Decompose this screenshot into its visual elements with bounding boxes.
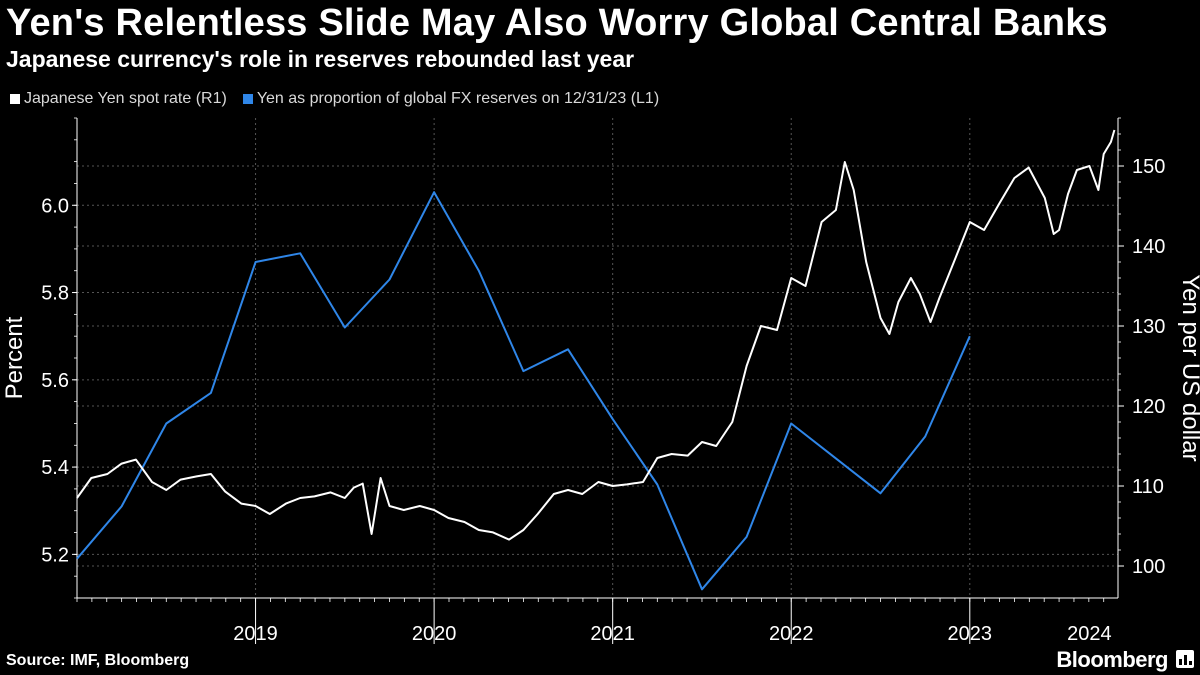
x-tick-label-2021: 2021 (590, 623, 635, 645)
right-axis-title: Yen per US dollar (1177, 274, 1200, 461)
legend-swatch-spot-rate (10, 94, 20, 104)
legend-item-spot-rate: Japanese Yen spot rate (R1) (10, 90, 227, 108)
chart-grid (77, 118, 1118, 598)
legend-swatch-reserves (242, 94, 253, 104)
legend-item-reserves: Yen as proportion of global FX reserves … (242, 90, 660, 108)
chart-lines (76, 129, 1116, 591)
right-tick-label: 130 (1132, 316, 1165, 338)
legend-label-reserves: Yen as proportion of global FX reserves … (256, 90, 660, 107)
source-note: Source: IMF, Bloomberg (6, 652, 190, 669)
left-axis-title: Percent (1, 316, 28, 399)
chart-legend: Japanese Yen spot rate (R1) Yen as propo… (10, 90, 659, 108)
chart-axes (72, 117, 1124, 644)
legend-label-spot-rate: Japanese Yen spot rate (R1) (24, 90, 227, 107)
right-tick-label: 120 (1132, 396, 1165, 418)
chart-subtitle: Japanese currency's role in reserves reb… (6, 46, 635, 72)
brand-logo-icon (1176, 650, 1194, 668)
chart-labels: 5.2 5.4 5.6 5.8 6.0 100 110 120 130 140 150 2019 202… (1, 156, 1200, 645)
x-tick-label-2023: 2023 (948, 623, 993, 645)
right-tick-label: 100 (1132, 556, 1165, 578)
left-tick-label: 5.6 (41, 370, 69, 392)
left-tick-label: 5.4 (41, 457, 69, 479)
left-tick-label: 6.0 (41, 195, 69, 217)
right-tick-label: 150 (1132, 156, 1165, 178)
brand-logo-text: Bloomberg (1056, 647, 1168, 672)
left-tick-label: 5.8 (41, 283, 69, 305)
x-tick-label-2019: 2019 (233, 623, 278, 645)
left-tick-label: 5.2 (41, 544, 69, 566)
right-tick-label: 110 (1132, 476, 1164, 498)
x-tick-label-2020: 2020 (412, 623, 457, 645)
x-tick-label-2024: 2024 (1067, 623, 1112, 645)
x-tick-label-2022: 2022 (769, 623, 814, 645)
chart-title: Yen's Relentless Slide May Also Worry Gl… (6, 2, 1108, 44)
right-tick-label: 140 (1132, 236, 1165, 258)
spot-rate-line (76, 129, 1116, 541)
